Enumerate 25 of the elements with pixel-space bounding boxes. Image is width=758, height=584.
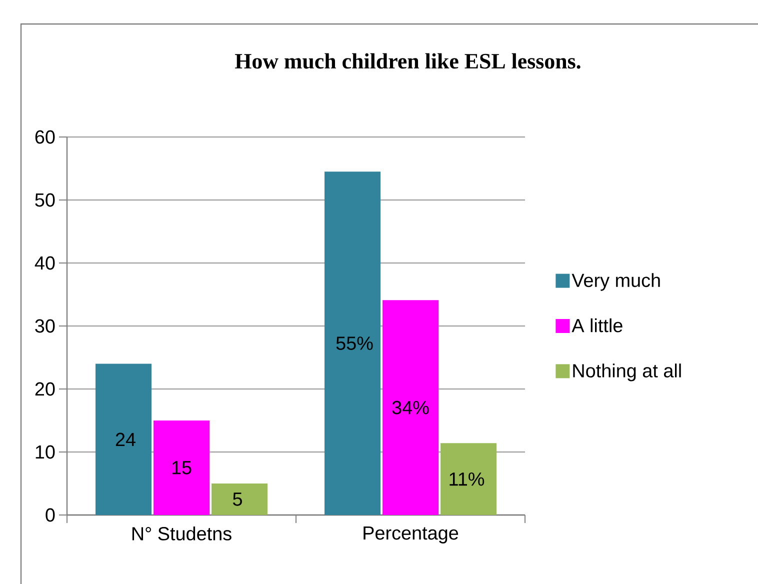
- y-tick-label: 20: [35, 382, 55, 396]
- data-label: 24: [116, 432, 136, 446]
- bar: [154, 420, 210, 515]
- data-label: 55%: [336, 336, 373, 350]
- legend-label: Nothing at all: [573, 364, 681, 382]
- bar: [212, 483, 268, 515]
- x-tick-label: Percentage: [364, 526, 458, 544]
- x-tick-label: N° Studetns: [132, 526, 232, 540]
- data-label: 34%: [392, 400, 429, 414]
- bar: [440, 443, 496, 515]
- legend-label: Very much: [572, 273, 660, 291]
- y-tick-label: 30: [35, 319, 55, 333]
- data-label: 11%: [450, 472, 484, 486]
- legend-label: A little: [572, 318, 622, 332]
- y-tick-label: 40: [34, 256, 55, 270]
- y-tick-label: 60: [35, 130, 55, 144]
- y-tick-label: 50: [35, 193, 55, 207]
- y-tick-label: 0: [46, 508, 55, 522]
- data-label: 5: [232, 492, 242, 506]
- y-tick-label: 10: [36, 445, 55, 459]
- data-label: 15: [172, 461, 192, 474]
- bar: [96, 364, 152, 515]
- bar: [324, 172, 381, 515]
- chart-title: How much children like ESL lessons.: [235, 53, 580, 69]
- bar: [382, 300, 439, 515]
